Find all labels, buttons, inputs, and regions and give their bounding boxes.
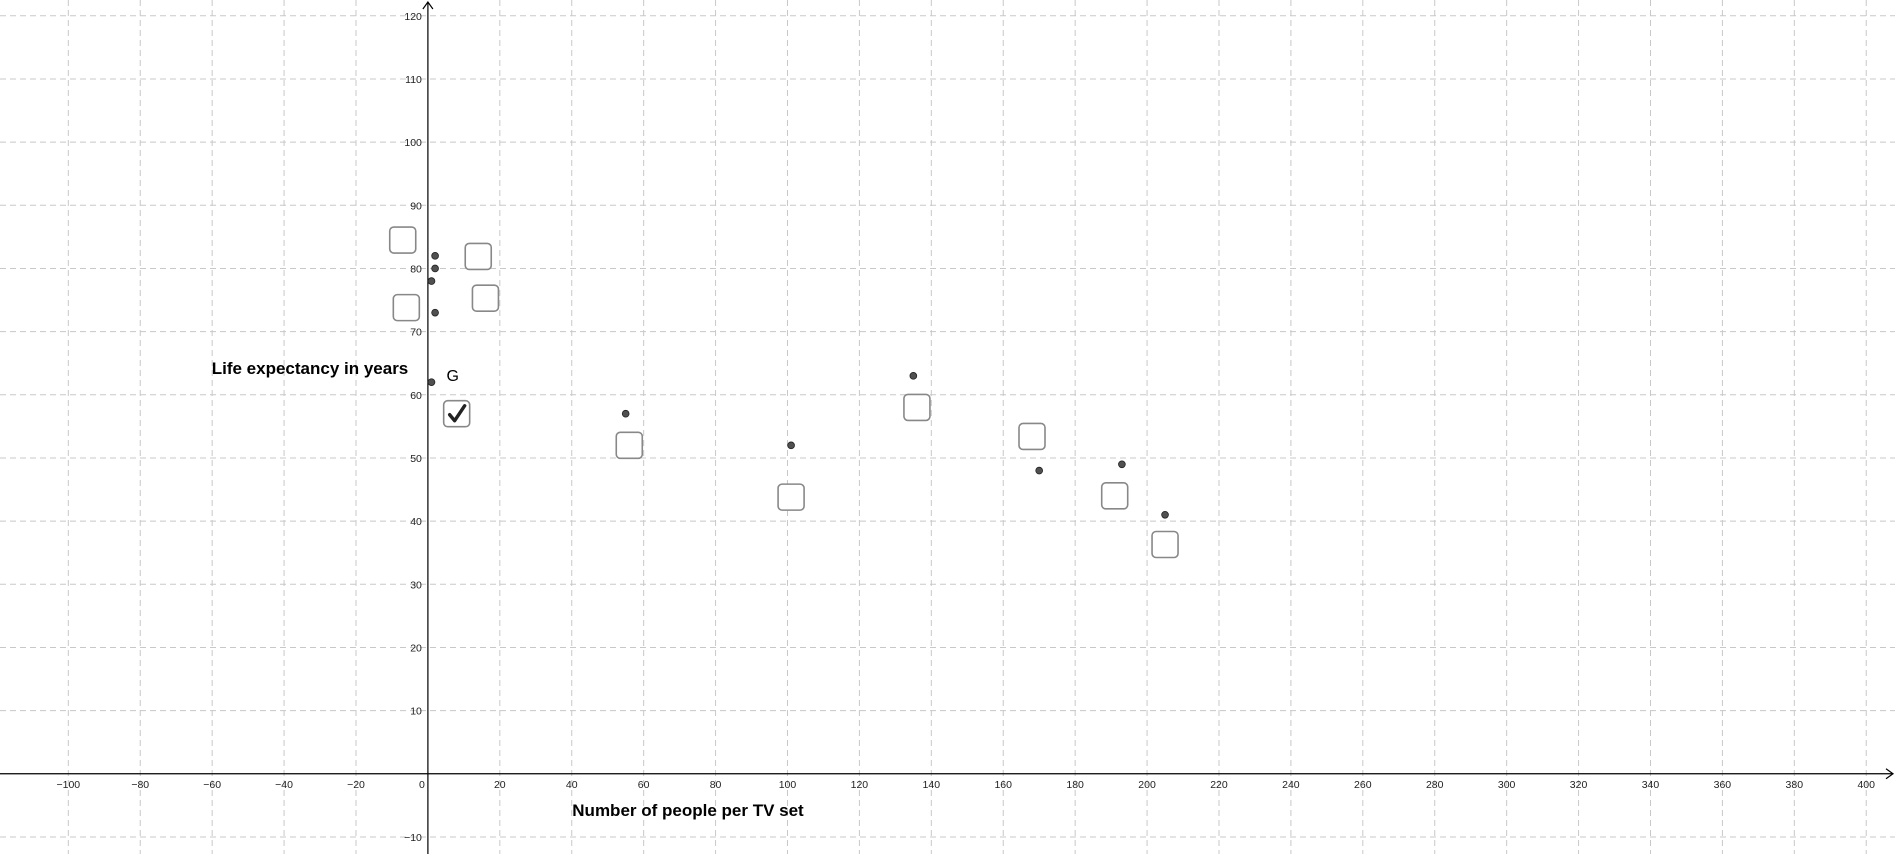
x-tick-label: 380 (1786, 779, 1804, 791)
y-tick-label: 90 (410, 200, 422, 212)
y-tick-label: 110 (405, 74, 422, 86)
y-tick-label: 50 (410, 453, 422, 465)
data-point (431, 308, 439, 317)
x-tick-label: 400 (1857, 779, 1875, 791)
checkbox-box[interactable] (903, 393, 931, 422)
checkbox[interactable] (1018, 422, 1046, 451)
checkbox[interactable] (903, 393, 931, 422)
checkbox[interactable] (388, 226, 417, 254)
y-tick-label: 80 (410, 263, 422, 275)
x-tick-label: 260 (1354, 779, 1372, 791)
y-tick-label: 120 (404, 11, 422, 23)
checkboxes[interactable] (388, 226, 1179, 559)
y-tick-label: 100 (404, 137, 422, 149)
x-tick-label: 20 (494, 779, 506, 791)
data-point (427, 277, 436, 285)
x-tick-label: −40 (275, 779, 293, 791)
checkbox-box[interactable] (464, 242, 493, 271)
checkbox[interactable] (1100, 482, 1129, 510)
checkbox-box[interactable] (1018, 422, 1046, 451)
x-tick-label: 300 (1498, 779, 1516, 791)
x-tick-label: 140 (923, 779, 941, 791)
checkbox[interactable] (777, 483, 805, 511)
x-tick-label: 280 (1426, 779, 1444, 791)
data-point (1118, 460, 1126, 469)
x-tick-label: 340 (1642, 779, 1660, 791)
data-point (909, 372, 918, 380)
y-tick-label: 10 (410, 706, 422, 718)
x-tick-label: 120 (851, 779, 869, 791)
data-points: G (427, 252, 1169, 519)
x-tick-label: −60 (203, 779, 221, 791)
y-tick-label: −10 (404, 832, 422, 844)
checkbox-box[interactable] (615, 431, 644, 460)
x-axis-arrow (1885, 768, 1895, 780)
checkbox[interactable] (471, 284, 500, 312)
x-tick-label: 160 (994, 779, 1012, 791)
data-point (431, 264, 439, 273)
x-tick-label: −80 (131, 779, 149, 791)
x-tick-label: 180 (1066, 779, 1084, 791)
checkbox[interactable] (464, 242, 493, 271)
data-point (431, 252, 439, 260)
y-tick-label: 70 (410, 327, 422, 339)
checkbox-box[interactable] (1100, 482, 1129, 510)
x-axis-title: Number of people per TV set (572, 801, 804, 820)
x-tick-label: 220 (1210, 779, 1228, 791)
checkbox-checked[interactable] (442, 399, 471, 428)
data-point (621, 409, 630, 418)
x-tick-label: 200 (1138, 779, 1156, 791)
x-tick-label: 320 (1570, 779, 1588, 791)
checkbox-box[interactable] (471, 284, 500, 312)
y-tick-label: 60 (410, 390, 422, 402)
data-point (1035, 466, 1043, 475)
checkbox[interactable] (615, 431, 644, 460)
checkbox-box[interactable] (388, 226, 417, 254)
data-point (427, 378, 436, 386)
x-tick-label: 80 (710, 779, 722, 791)
point-label: G (446, 368, 458, 385)
x-tick-label: −100 (56, 779, 80, 791)
x-tick-label: 40 (566, 779, 578, 791)
checkmark-icon (447, 404, 467, 423)
x-tick-label: 240 (1282, 779, 1300, 791)
y-tick-label: 40 (410, 516, 422, 528)
y-axis-title: Life expectancy in years (212, 359, 409, 378)
tick-labels: −100 −80 −60 −40 −20 0 20 40 60 80 100 120 140 160 180… (56, 11, 1875, 844)
data-point (1161, 511, 1169, 519)
y-axis-arrow (422, 0, 434, 10)
checkbox-box[interactable] (1151, 530, 1179, 559)
checkbox[interactable] (1151, 530, 1179, 559)
x-tick-label: 360 (1714, 779, 1732, 791)
y-tick-label: 20 (410, 642, 422, 654)
y-tick-label: 30 (410, 579, 422, 591)
data-point (787, 441, 795, 450)
x-tick-label: 100 (779, 779, 797, 791)
checkbox-box[interactable] (777, 483, 805, 511)
x-tick-label: 60 (638, 779, 650, 791)
checkbox[interactable] (392, 293, 421, 322)
checkbox-box[interactable] (392, 293, 421, 322)
x-tick-label: 0 (419, 779, 425, 791)
x-tick-label: −20 (347, 779, 365, 791)
